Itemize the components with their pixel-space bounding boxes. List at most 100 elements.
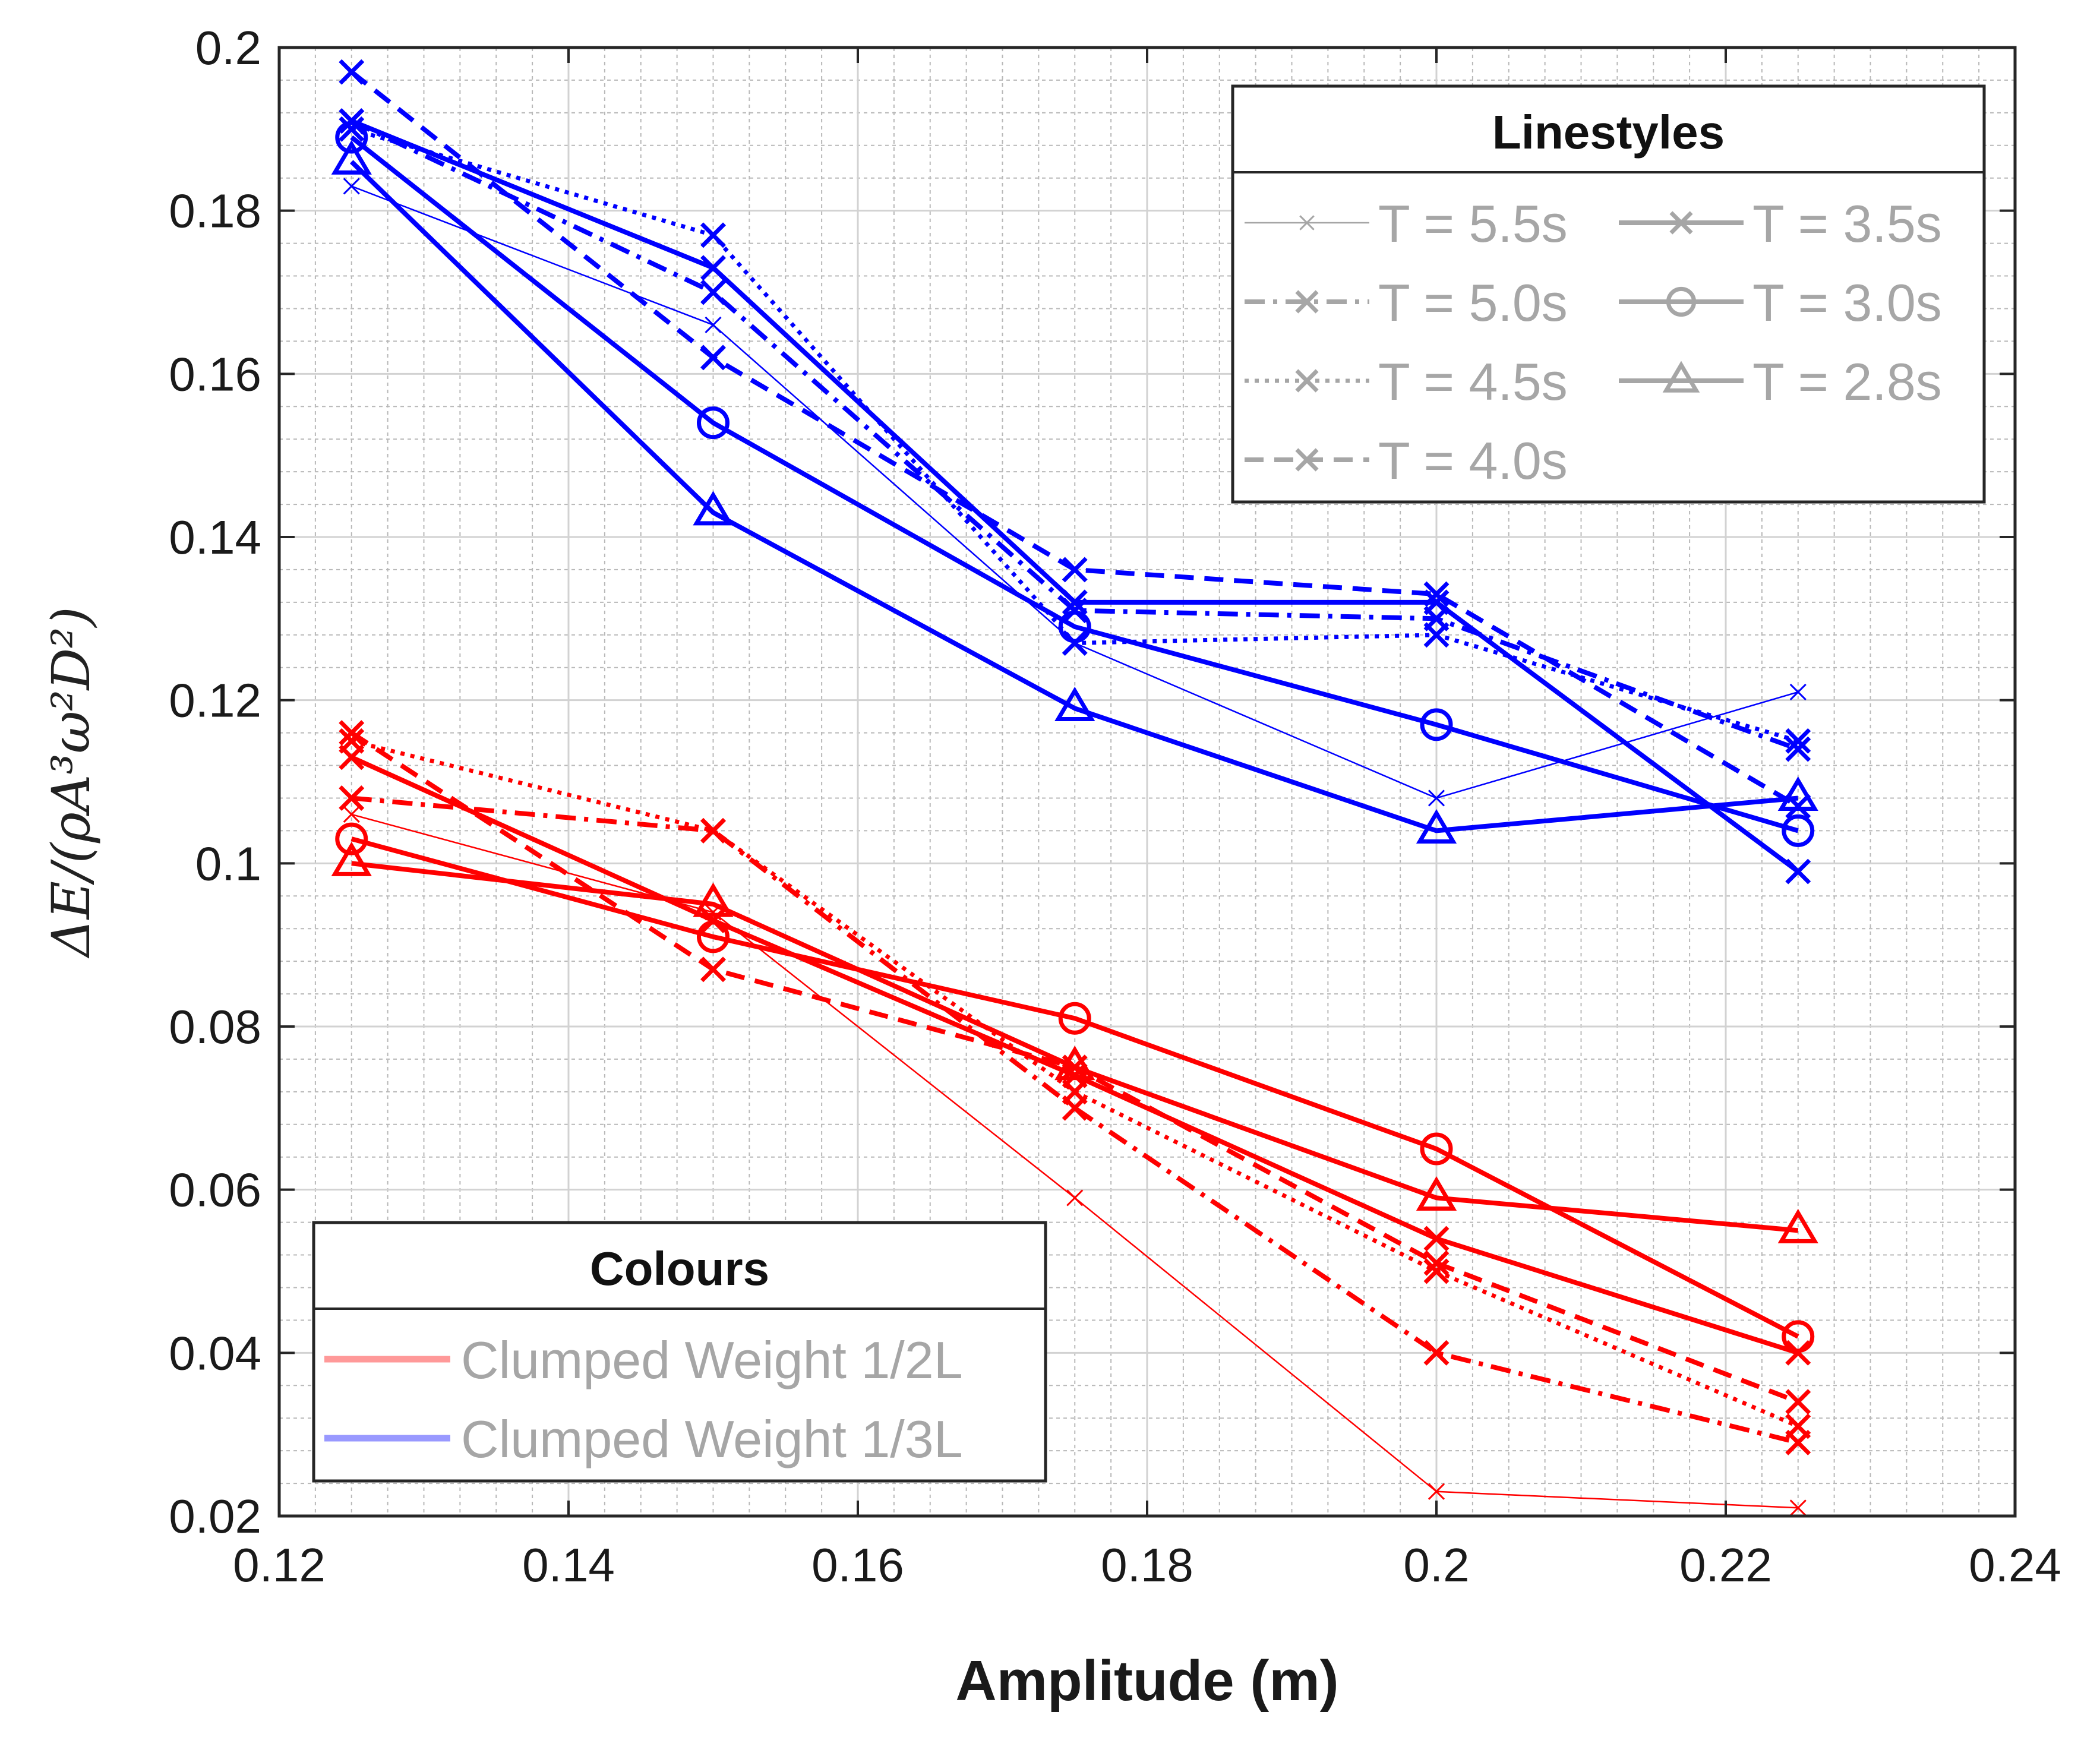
y-tick-label: 0.14 (169, 511, 261, 564)
data-point (343, 806, 360, 823)
series-line (350, 836, 1799, 1339)
data-point (1062, 589, 1088, 615)
data-point (1785, 858, 1811, 885)
y-tick-label: 0.08 (169, 1000, 261, 1053)
data-point (1420, 1132, 1453, 1166)
series-1-2l-t-2-8s (331, 841, 1818, 1243)
linestyle-legend-label: T = 2.8s (1752, 352, 1942, 411)
data-point (693, 491, 734, 526)
linestyle-legend-label: T = 3.5s (1752, 194, 1942, 253)
data-point (700, 817, 726, 844)
data-point (1785, 1413, 1811, 1439)
legend-marker-sample (1295, 369, 1319, 393)
y-tick-label: 0.2 (195, 21, 261, 74)
x-tick-label: 0.18 (1101, 1539, 1193, 1591)
data-point (1782, 814, 1815, 847)
series-1-2l-t-3-0s (335, 822, 1815, 1353)
y-tick-label: 0.06 (169, 1164, 261, 1217)
linestyle-legend-label: T = 4.0s (1378, 431, 1568, 490)
data-point (1785, 1389, 1811, 1415)
data-point (339, 785, 365, 811)
data-point (339, 744, 365, 770)
data-point (697, 406, 730, 440)
linestyle-legend-label: T = 5.5s (1378, 194, 1568, 253)
data-point (700, 255, 726, 281)
legend-marker-sample (1299, 215, 1315, 230)
data-point (1423, 1250, 1450, 1276)
data-point (700, 345, 726, 371)
data-point (700, 279, 726, 305)
data-point (1066, 1189, 1084, 1207)
y-tick-label: 0.18 (169, 185, 261, 238)
data-point (1423, 1340, 1450, 1366)
legend-marker-sample (1295, 290, 1319, 314)
data-point (1054, 686, 1095, 721)
colour-legend-label: Clumped Weight 1/3L (461, 1410, 963, 1468)
series-1-3l-t-2-8s (331, 140, 1818, 844)
x-axis-ticks: 0.12 0.14 0.16 0.18 0.2 0.22 0.24 (233, 48, 2061, 1591)
linestyle-legend-label: T = 5.0s (1378, 273, 1568, 332)
legend-marker-sample (1666, 286, 1697, 317)
x-tick-label: 0.22 (1679, 1539, 1772, 1591)
series-line (350, 135, 1799, 833)
data-point (1416, 809, 1457, 844)
data-point (339, 720, 365, 746)
data-point (1062, 557, 1088, 583)
x-tick-label: 0.16 (811, 1539, 904, 1591)
y-axis-ticks: 0.02 0.04 0.06 0.08 0.1 0.12 0.14 0.16 0.18 0.2 (169, 21, 2015, 1543)
data-point (1777, 1208, 1818, 1243)
data-point (1785, 728, 1811, 754)
data-point (1420, 708, 1453, 741)
y-tick-label: 0.16 (169, 348, 261, 400)
data-point (339, 59, 365, 85)
y-tick-label: 0.02 (169, 1490, 261, 1543)
linestyles-legend-title: Linestyles (1492, 106, 1725, 159)
x-tick-label: 0.2 (1403, 1539, 1469, 1591)
legend-marker-sample (1295, 448, 1319, 472)
data-point (1423, 1226, 1450, 1252)
data-point (331, 140, 372, 175)
data-point (1789, 1499, 1807, 1517)
series-layer (331, 59, 1818, 1517)
data-point (343, 178, 360, 195)
linestyles-legend-box (1231, 84, 1986, 504)
y-tick-label: 0.12 (169, 674, 261, 727)
x-tick-label: 0.24 (1969, 1539, 2061, 1591)
data-point (331, 841, 372, 876)
data-point (693, 882, 734, 917)
legend-marker-sample (1669, 211, 1693, 235)
data-point (1777, 776, 1818, 811)
y-axis-title: ΔE/(ρA³ω²D²) (40, 607, 102, 959)
data-point (1782, 1320, 1815, 1353)
data-point (1058, 610, 1091, 643)
colours-legend-title: Colours (590, 1242, 769, 1295)
series-1-3l-t-3-0s (335, 121, 1815, 847)
data-point (1428, 789, 1445, 807)
data-point (1058, 1002, 1091, 1035)
series-line (349, 160, 1799, 833)
x-axis-title: Amplitude (m) (955, 1649, 1338, 1713)
data-point (700, 222, 726, 248)
data-point (1416, 1176, 1457, 1211)
linestyles-legend: Linestyles T = 5.5s T = 5.0s T = 4.5s T = 4.… (1231, 84, 1986, 504)
data-point (1054, 1046, 1095, 1081)
series-line (351, 861, 1799, 1233)
x-tick-label: 0.14 (522, 1539, 615, 1591)
data-point (697, 920, 730, 953)
data-point (1428, 1483, 1445, 1500)
data-point (1785, 736, 1811, 762)
colour-legend-label: Clumped Weight 1/2L (461, 1331, 963, 1389)
data-point (1423, 622, 1450, 648)
legend-marker-sample (1662, 361, 1700, 393)
y-tick-label: 0.1 (195, 837, 261, 890)
data-point (335, 121, 368, 154)
linestyle-legend-label: T = 3.0s (1752, 273, 1942, 332)
data-point (1789, 683, 1807, 700)
linestyle-legend-label: T = 4.5s (1378, 352, 1568, 411)
x-tick-label: 0.12 (233, 1539, 326, 1591)
data-point (700, 956, 726, 983)
data-point (1423, 589, 1450, 615)
y-tick-label: 0.04 (169, 1327, 261, 1379)
data-point (335, 822, 368, 855)
